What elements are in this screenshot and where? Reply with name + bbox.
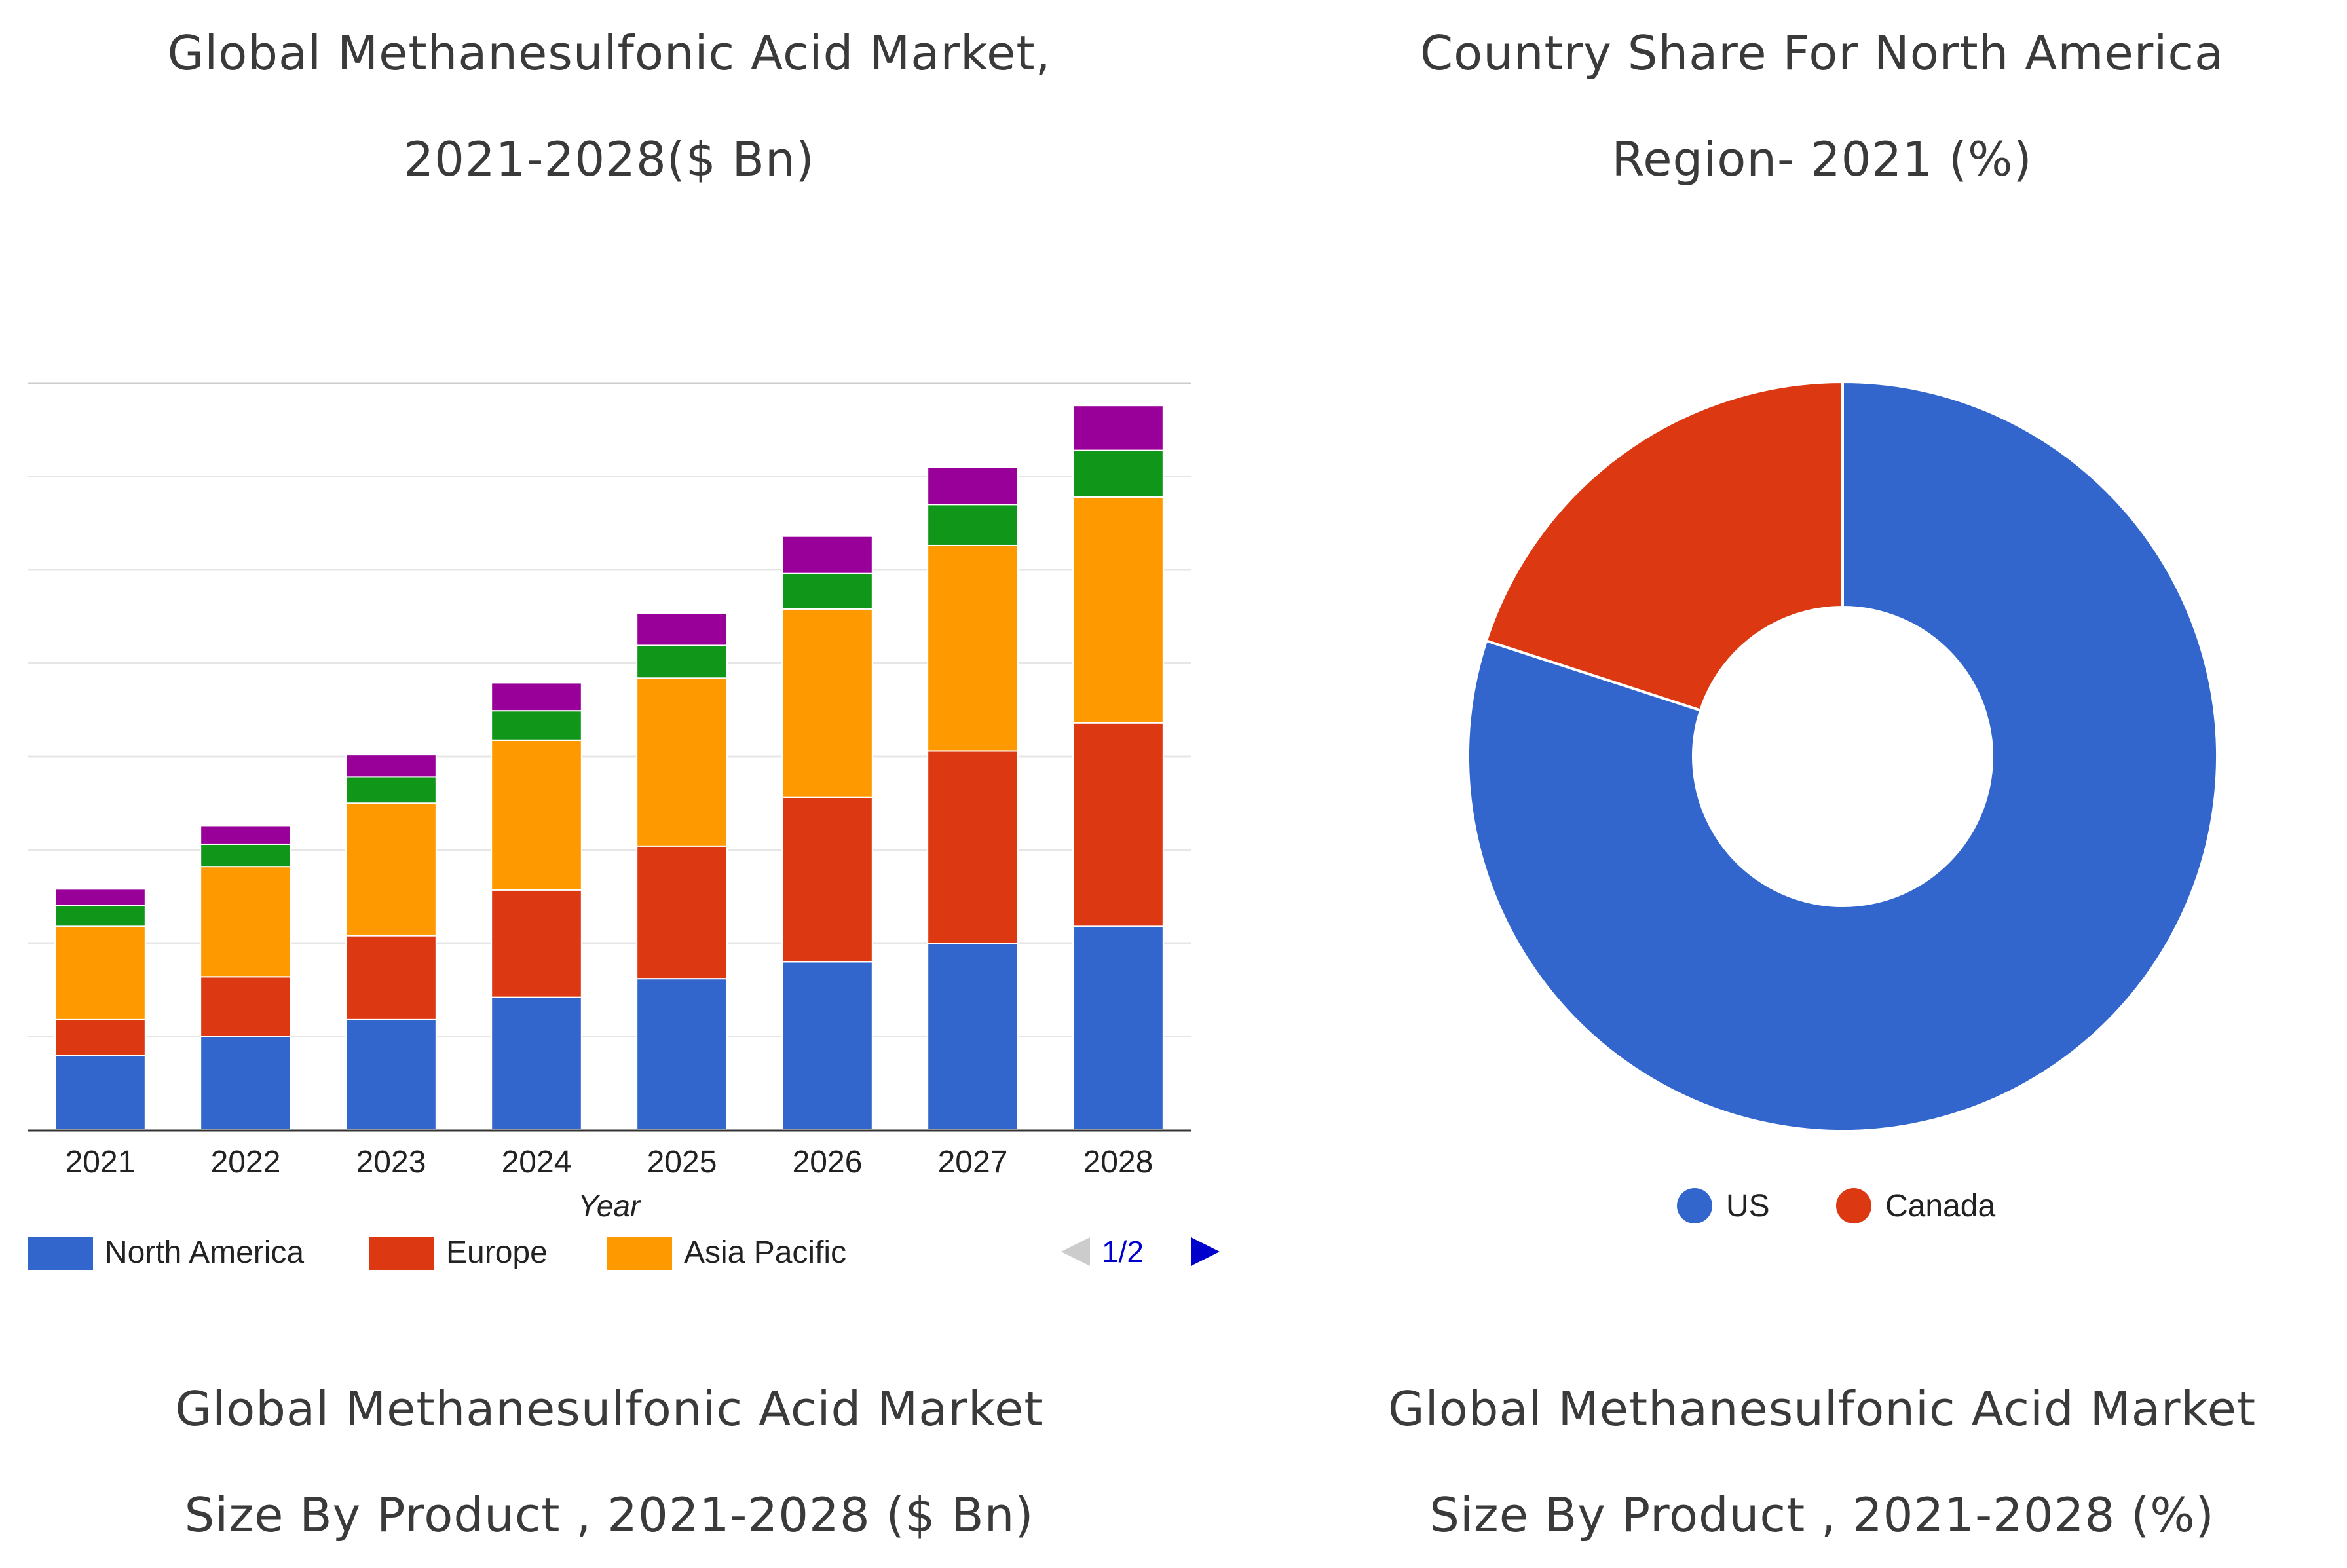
bar-segment-2023-s2[interactable]	[345, 802, 437, 937]
pager-label: 1/2	[1102, 1235, 1144, 1269]
x-tick-label: 2026	[793, 1145, 863, 1180]
x-tick-label: 2027	[938, 1145, 1008, 1180]
bar-segment-2026-s0[interactable]	[781, 961, 873, 1130]
bottom-left-title: Global Methanesulfonic Acid Market Size …	[0, 1356, 1218, 1568]
bottom-right-title-line-2: Size By Product , 2021-2028 (%)	[1429, 1487, 2215, 1542]
legend-label: US	[1726, 1189, 1770, 1223]
bar-segment-2023-s0[interactable]	[345, 1018, 437, 1130]
bar-segment-2026-s3[interactable]	[781, 572, 873, 610]
bar-segment-2021-s4[interactable]	[54, 888, 146, 906]
donut-slice-canada[interactable]	[1484, 380, 1844, 713]
legend-swatch	[28, 1237, 93, 1270]
bar-chart-title-line-1: Global Methanesulfonic Acid Market,	[167, 26, 1051, 81]
bottom-right-title-line-1: Global Methanesulfonic Acid Market	[1387, 1381, 2257, 1436]
bar-segment-2028-s3[interactable]	[1072, 449, 1164, 498]
bar-segment-2023-s3[interactable]	[345, 776, 437, 804]
donut-chart-title-line-1: Country Share For North America	[1419, 26, 2225, 81]
bar-segment-2025-s0[interactable]	[636, 978, 728, 1131]
bar-segment-2024-s2[interactable]	[491, 739, 582, 891]
bar-chart-legend: North America Europe Asia Pacific	[28, 1235, 846, 1270]
bar-segment-2027-s2[interactable]	[927, 544, 1019, 752]
legend-swatch	[369, 1237, 434, 1270]
x-tick-label: 2025	[647, 1145, 717, 1180]
legend-label: Europe	[446, 1235, 548, 1270]
donut-chart-slices	[1467, 380, 2219, 1132]
bar-segment-2028-s1[interactable]	[1072, 722, 1164, 927]
bar-segment-2024-s0[interactable]	[491, 996, 582, 1131]
donut-chart-legend: US Canada	[1677, 1188, 1995, 1223]
bar-segment-2021-s2[interactable]	[54, 925, 146, 1020]
donut-chart: US Canada	[1467, 380, 2219, 1223]
bar-segment-2026-s2[interactable]	[781, 608, 873, 798]
x-tick-label: 2024	[502, 1145, 572, 1180]
pager-next-arrow-icon[interactable]	[1191, 1237, 1220, 1266]
donut-chart-title: Country Share For North America Region- …	[1297, 0, 2347, 212]
bar-segment-2027-s0[interactable]	[927, 943, 1019, 1130]
bar-segment-2028-s2[interactable]	[1072, 496, 1164, 724]
bottom-right-title: Global Methanesulfonic Acid Market Size …	[1297, 1356, 2347, 1568]
bar-segment-2028-s4[interactable]	[1072, 405, 1164, 451]
bar-segment-2021-s3[interactable]	[54, 905, 146, 927]
x-tick-label: 2023	[356, 1145, 426, 1180]
bar-chart-x-tick-labels: 2021 2022 2023 2024 2025 2026 2027 2028	[66, 1145, 1154, 1180]
bar-segment-2022-s4[interactable]	[200, 825, 291, 845]
legend-label: North America	[105, 1235, 304, 1270]
legend-label: Asia Pacific	[684, 1235, 846, 1270]
x-tick-label: 2028	[1083, 1145, 1154, 1180]
pager-prev-arrow-icon[interactable]	[1061, 1237, 1090, 1266]
bar-segment-2027-s1[interactable]	[927, 750, 1019, 944]
legend-label: Canada	[1885, 1189, 1995, 1223]
bar-segment-2023-s4[interactable]	[345, 754, 437, 778]
bar-segment-2026-s1[interactable]	[781, 796, 873, 963]
bar-segment-2027-s4[interactable]	[927, 466, 1019, 506]
bar-segment-2025-s3[interactable]	[636, 644, 728, 679]
bottom-left-title-line-1: Global Methanesulfonic Acid Market	[175, 1381, 1043, 1436]
legend-dot	[1836, 1188, 1871, 1223]
bar-segment-2021-s0[interactable]	[54, 1055, 146, 1130]
legend-swatch	[607, 1237, 672, 1270]
bar-segment-2022-s3[interactable]	[200, 843, 291, 868]
bar-segment-2025-s2[interactable]	[636, 677, 728, 847]
bar-segment-2025-s4[interactable]	[636, 612, 728, 646]
x-tick-label: 2022	[211, 1145, 281, 1180]
bar-segment-2024-s3[interactable]	[491, 710, 582, 741]
legend-pager: 1/2	[1061, 1235, 1220, 1269]
bar-segment-2022-s0[interactable]	[200, 1036, 291, 1130]
bar-segment-2025-s1[interactable]	[636, 845, 728, 980]
bar-segment-2021-s1[interactable]	[54, 1018, 146, 1056]
bar-segment-2026-s4[interactable]	[781, 535, 873, 574]
bar-segment-2024-s4[interactable]	[491, 682, 582, 712]
x-tick-label: 2021	[66, 1145, 136, 1180]
donut-slice-us[interactable]	[1467, 380, 2219, 1132]
bar-segment-2023-s1[interactable]	[345, 935, 437, 1020]
bottom-left-title-line-2: Size By Product , 2021-2028 ($ Bn)	[184, 1487, 1034, 1542]
bar-chart-title: Global Methanesulfonic Acid Market, 2021…	[0, 0, 1218, 212]
bar-chart-x-axis-label: Year	[578, 1189, 641, 1223]
legend-dot	[1677, 1188, 1712, 1223]
donut-chart-title-line-2: Region- 2021 (%)	[1611, 132, 2033, 187]
bar-segment-2028-s0[interactable]	[1072, 925, 1164, 1130]
bar-segment-2022-s2[interactable]	[200, 866, 291, 978]
bar-segment-2024-s1[interactable]	[491, 889, 582, 998]
bar-segment-2022-s1[interactable]	[200, 976, 291, 1037]
bar-segment-2027-s3[interactable]	[927, 504, 1019, 546]
bar-chart-bars	[54, 405, 1164, 1131]
stacked-bar-chart: 2021 2022 2023 2024 2025 2026 2027 2028 Year No…	[28, 382, 1220, 1270]
bar-chart-title-line-2: 2021-2028($ Bn)	[404, 132, 815, 187]
